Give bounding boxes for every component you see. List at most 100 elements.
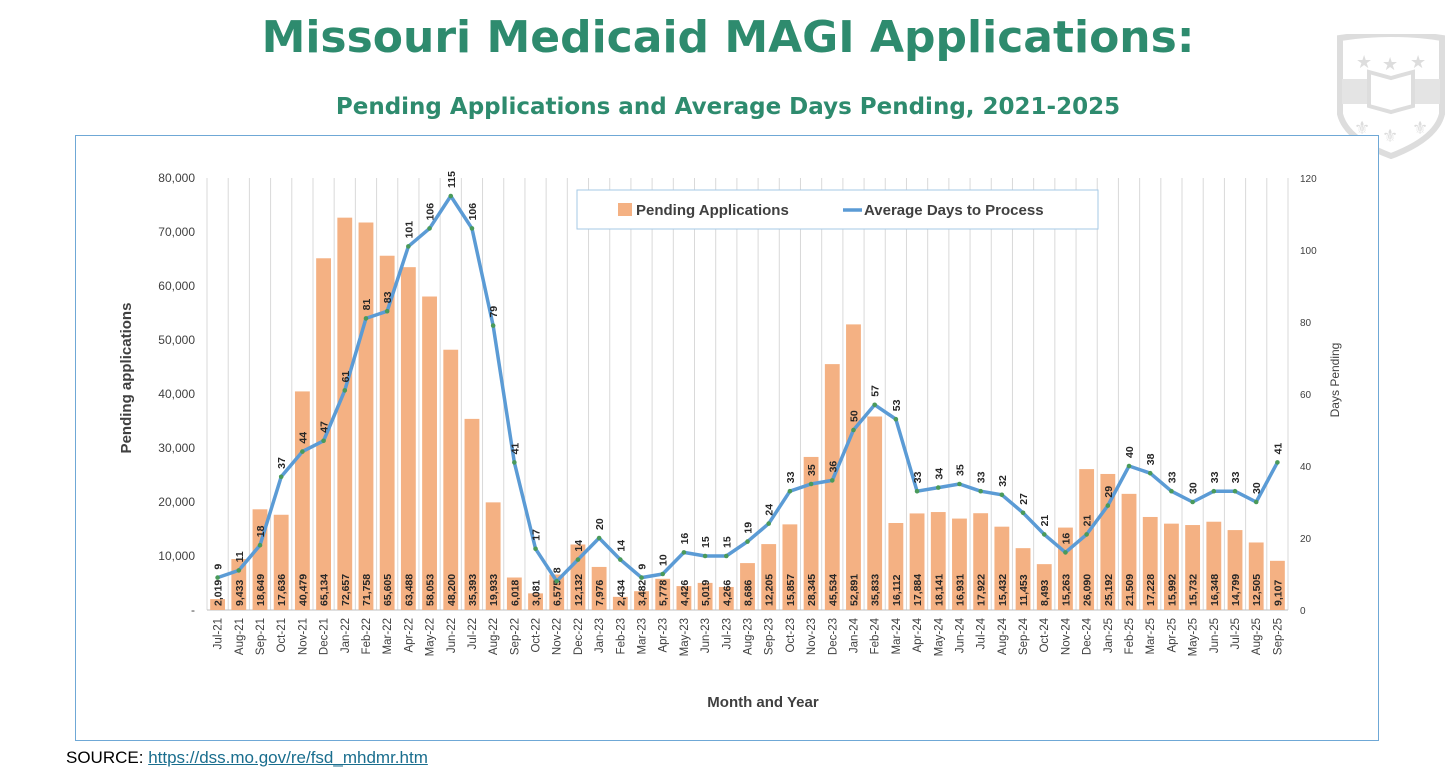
line-point xyxy=(1169,488,1174,494)
source-note: SOURCE: https://dss.mo.gov/re/fsd_mhdmr.… xyxy=(66,748,428,768)
line-data-label: 33 xyxy=(1166,471,1178,483)
line-data-label: 27 xyxy=(1018,493,1030,505)
x-tick-label: Dec-21 xyxy=(319,618,331,655)
bar-data-label: 45,534 xyxy=(827,574,839,606)
line-data-label: 36 xyxy=(827,461,839,473)
x-tick-label: Jun-24 xyxy=(954,617,966,653)
legend-box xyxy=(576,189,1099,230)
line-data-label: 57 xyxy=(870,385,882,397)
bar-data-label: 71,758 xyxy=(361,574,373,606)
line-point xyxy=(893,416,899,422)
x-tick-label: May-24 xyxy=(933,617,945,656)
bar-data-label: 18,141 xyxy=(933,574,945,606)
bar-data-label: 28,345 xyxy=(806,574,818,606)
line-point xyxy=(554,578,560,584)
bar xyxy=(1015,548,1031,610)
line-data-label: 9 xyxy=(637,564,649,570)
y-tick-label: 10,000 xyxy=(158,549,195,563)
bar-data-label: 14,799 xyxy=(1230,574,1242,606)
line-data-label: 20 xyxy=(594,518,606,530)
line-data-label: 81 xyxy=(361,299,373,311)
y-tick-label: 50,000 xyxy=(158,333,195,347)
line-point xyxy=(999,492,1005,498)
line-point xyxy=(681,550,687,555)
y2-tick-label: 40 xyxy=(1300,462,1312,473)
y2-tick-label: 80 xyxy=(1300,318,1312,329)
bar-data-label: 72,657 xyxy=(340,574,352,606)
x-tick-label: Sep-23 xyxy=(764,618,776,655)
bar xyxy=(1142,516,1158,610)
line-point xyxy=(1211,488,1217,494)
bar xyxy=(676,586,692,610)
line-point xyxy=(914,488,920,494)
bar xyxy=(952,518,967,610)
line-data-label: 10 xyxy=(658,554,670,566)
line-data-label: 15 xyxy=(700,536,712,548)
x-tick-label: Apr-25 xyxy=(1166,618,1178,653)
bar xyxy=(782,524,798,610)
x-tick-label: Aug-24 xyxy=(997,617,1009,655)
x-tick-label: Nov-22 xyxy=(552,618,564,655)
line-data-label: 106 xyxy=(467,203,479,221)
x-tick-label: Feb-24 xyxy=(870,617,882,654)
chart-title: Missouri Medicaid MAGI Applications: xyxy=(261,12,1195,63)
bar-data-label: 4,426 xyxy=(679,580,691,606)
y2-tick-label: 60 xyxy=(1300,390,1312,401)
x-tick-label: Mar-24 xyxy=(891,617,903,654)
line-data-label: 32 xyxy=(997,475,1009,487)
source-link[interactable]: https://dss.mo.gov/re/fsd_mhdmr.htm xyxy=(148,748,428,767)
x-tick-label: Feb-22 xyxy=(361,618,373,654)
bar xyxy=(740,563,755,610)
x-tick-label: Aug-25 xyxy=(1251,618,1263,655)
line-point xyxy=(427,226,432,231)
line-data-label: 33 xyxy=(785,471,797,483)
bar-data-label: 2,434 xyxy=(615,580,627,606)
bar-data-label: 3,482 xyxy=(637,580,649,606)
line-point xyxy=(851,427,856,433)
bar xyxy=(210,599,226,610)
line-point xyxy=(660,571,666,577)
bar xyxy=(570,544,586,610)
legend-label-pending: Pending Applications xyxy=(636,202,789,219)
bar xyxy=(294,391,310,610)
bar xyxy=(634,591,649,610)
line-data-label: 15 xyxy=(721,536,733,548)
bar xyxy=(973,513,989,610)
line-point xyxy=(596,535,602,541)
line-data-label: 33 xyxy=(976,471,988,483)
source-label: SOURCE: xyxy=(66,748,149,767)
x-tick-label: Aug-22 xyxy=(488,618,500,655)
line-point xyxy=(406,244,411,249)
line-data-label: 38 xyxy=(1145,453,1157,465)
bar-data-label: 35,393 xyxy=(467,574,479,606)
bar-data-label: 3,081 xyxy=(531,580,543,606)
line-data-label: 17 xyxy=(531,529,543,541)
bar-data-label: 9,107 xyxy=(1272,580,1284,606)
line-point xyxy=(766,521,771,526)
bar xyxy=(888,522,904,610)
y-tick-label: 40,000 xyxy=(158,387,195,401)
svg-text:⚜: ⚜ xyxy=(1382,126,1398,146)
line-point xyxy=(639,575,644,580)
line-data-label: 14 xyxy=(615,540,627,552)
bar xyxy=(1079,469,1095,610)
x-tick-label: Dec-24 xyxy=(1082,617,1094,655)
line-point xyxy=(829,478,835,483)
line-point xyxy=(1275,460,1280,465)
bar-data-label: 2,019 xyxy=(213,580,225,606)
svg-text:★: ★ xyxy=(1410,52,1426,72)
y2-tick-label: 100 xyxy=(1300,246,1317,257)
bar xyxy=(464,418,480,610)
line-data-label: 33 xyxy=(912,471,924,483)
bar xyxy=(1227,530,1243,610)
svg-text:★: ★ xyxy=(1382,54,1398,74)
line-point xyxy=(300,449,305,454)
x-tick-label: Nov-23 xyxy=(806,618,818,655)
line-data-label: 79 xyxy=(488,306,500,318)
line-data-label: 21 xyxy=(1082,515,1094,527)
bar-data-label: 15,432 xyxy=(997,574,1009,606)
bar-data-label: 63,488 xyxy=(403,574,415,606)
bar-data-label: 21,509 xyxy=(1124,574,1136,606)
line-data-label: 35 xyxy=(806,464,818,476)
line-data-label: 24 xyxy=(764,504,776,516)
